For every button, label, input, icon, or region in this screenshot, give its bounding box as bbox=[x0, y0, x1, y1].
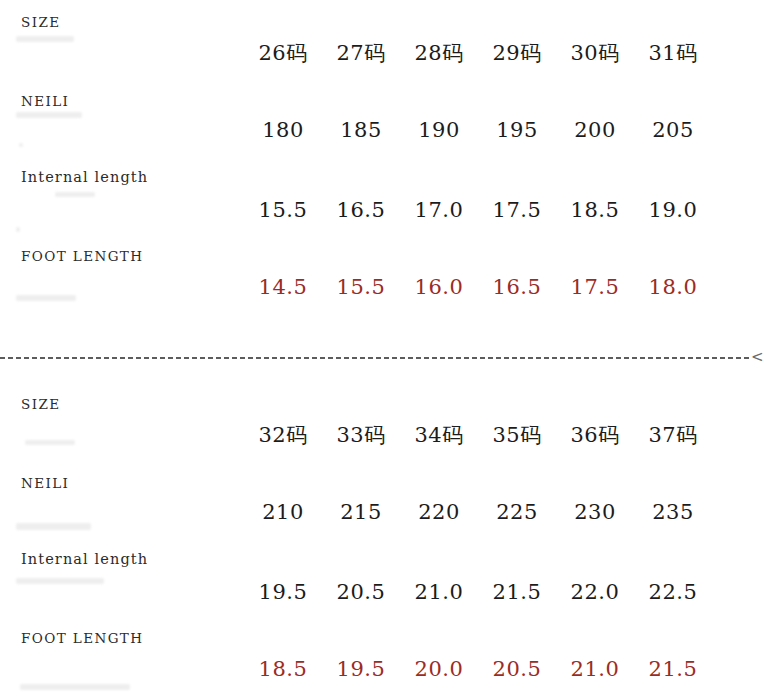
internal-length-value: 20.5 bbox=[322, 580, 400, 604]
size-value: 36码 bbox=[556, 421, 634, 449]
neili-value: 210 bbox=[244, 500, 322, 524]
internal-length-value: 19.0 bbox=[634, 198, 712, 222]
divider-end-glyph: < bbox=[751, 348, 764, 366]
neili-row-label: NEILI bbox=[21, 93, 69, 109]
size-chart-section-2: SIZE 32码 33码 34码 35码 36码 37码 NEILI 210 2… bbox=[0, 382, 764, 692]
foot-length-value: 20.5 bbox=[478, 657, 556, 681]
neili-value: 180 bbox=[244, 118, 322, 142]
faded-text-artifact bbox=[20, 684, 130, 690]
internal-length-value: 17.0 bbox=[400, 198, 478, 222]
neili-value: 235 bbox=[634, 500, 712, 524]
neili-value: 195 bbox=[478, 118, 556, 142]
foot-length-value: 18.5 bbox=[244, 657, 322, 681]
faded-text-artifact bbox=[16, 36, 74, 42]
neili-value: 205 bbox=[634, 118, 712, 142]
foot-length-value: 16.5 bbox=[478, 275, 556, 299]
size-chart-section-1: SIZE 26码 27码 28码 29码 30码 31码 NEILI 180 1… bbox=[0, 0, 764, 310]
internal-length-values-row: 15.5 16.5 17.0 17.5 18.5 19.0 bbox=[244, 198, 712, 222]
foot-length-value: 18.0 bbox=[634, 275, 712, 299]
faded-text-artifact bbox=[16, 523, 91, 530]
size-value: 33码 bbox=[322, 421, 400, 449]
size-value: 29码 bbox=[478, 39, 556, 67]
internal-length-value: 21.5 bbox=[478, 580, 556, 604]
internal-length-value: 21.0 bbox=[400, 580, 478, 604]
size-value: 37码 bbox=[634, 421, 712, 449]
internal-length-value: 22.0 bbox=[556, 580, 634, 604]
foot-length-value: 21.5 bbox=[634, 657, 712, 681]
neili-value: 225 bbox=[478, 500, 556, 524]
size-value: 31码 bbox=[634, 39, 712, 67]
foot-length-values-row: 18.5 19.5 20.0 20.5 21.0 21.5 bbox=[244, 657, 712, 681]
foot-length-value: 16.0 bbox=[400, 275, 478, 299]
foot-length-value: 14.5 bbox=[244, 275, 322, 299]
foot-length-value: 20.0 bbox=[400, 657, 478, 681]
size-value: 27码 bbox=[322, 39, 400, 67]
size-value: 35码 bbox=[478, 421, 556, 449]
internal-length-value: 22.5 bbox=[634, 580, 712, 604]
dashed-divider bbox=[0, 357, 752, 359]
foot-length-row-label: FOOT LENGTH bbox=[21, 630, 143, 646]
size-row-label: SIZE bbox=[21, 14, 60, 30]
internal-length-value: 19.5 bbox=[244, 580, 322, 604]
neili-value: 190 bbox=[400, 118, 478, 142]
size-value: 34码 bbox=[400, 421, 478, 449]
size-value: 28码 bbox=[400, 39, 478, 67]
neili-values-row: 180 185 190 195 200 205 bbox=[244, 118, 712, 142]
size-row-label: SIZE bbox=[21, 396, 60, 412]
faded-text-artifact bbox=[16, 112, 82, 118]
faded-text-artifact bbox=[55, 192, 95, 197]
foot-length-value: 15.5 bbox=[322, 275, 400, 299]
neili-value: 215 bbox=[322, 500, 400, 524]
foot-length-row-label: FOOT LENGTH bbox=[21, 248, 143, 264]
neili-value: 200 bbox=[556, 118, 634, 142]
faded-text-artifact bbox=[19, 143, 23, 147]
faded-text-artifact bbox=[25, 440, 75, 445]
faded-text-artifact bbox=[16, 578, 104, 584]
size-value: 30码 bbox=[556, 39, 634, 67]
size-values-row: 26码 27码 28码 29码 30码 31码 bbox=[244, 39, 712, 67]
internal-length-value: 16.5 bbox=[322, 198, 400, 222]
size-chart: SIZE 26码 27码 28码 29码 30码 31码 NEILI 180 1… bbox=[0, 0, 764, 700]
foot-length-value: 17.5 bbox=[556, 275, 634, 299]
foot-length-value: 19.5 bbox=[322, 657, 400, 681]
faded-text-artifact bbox=[16, 227, 20, 232]
faded-text-artifact bbox=[16, 295, 76, 301]
neili-value: 185 bbox=[322, 118, 400, 142]
neili-value: 220 bbox=[400, 500, 478, 524]
internal-length-row-label: Internal length bbox=[21, 169, 148, 185]
neili-value: 230 bbox=[556, 500, 634, 524]
size-value: 26码 bbox=[244, 39, 322, 67]
internal-length-row-label: Internal length bbox=[21, 551, 148, 567]
size-value: 32码 bbox=[244, 421, 322, 449]
internal-length-values-row: 19.5 20.5 21.0 21.5 22.0 22.5 bbox=[244, 580, 712, 604]
neili-values-row: 210 215 220 225 230 235 bbox=[244, 500, 712, 524]
size-values-row: 32码 33码 34码 35码 36码 37码 bbox=[244, 421, 712, 449]
foot-length-values-row: 14.5 15.5 16.0 16.5 17.5 18.0 bbox=[244, 275, 712, 299]
internal-length-value: 15.5 bbox=[244, 198, 322, 222]
internal-length-value: 17.5 bbox=[478, 198, 556, 222]
internal-length-value: 18.5 bbox=[556, 198, 634, 222]
foot-length-value: 21.0 bbox=[556, 657, 634, 681]
neili-row-label: NEILI bbox=[21, 475, 69, 491]
